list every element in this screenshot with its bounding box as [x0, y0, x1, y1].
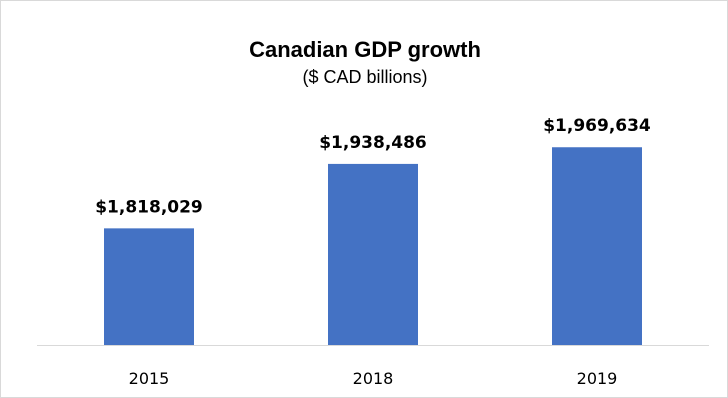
data-label-2018: $1,938,486 [319, 133, 427, 153]
labels-layer: $1,818,029 $1,938,486 $1,969,634 [95, 116, 651, 217]
data-label-2015: $1,818,029 [95, 197, 203, 217]
bars-layer [104, 147, 642, 345]
bar-2015 [104, 228, 194, 345]
bar-2019 [552, 147, 642, 345]
chart-subtitle: ($ CAD billions) [302, 67, 427, 87]
data-label-2019: $1,969,634 [543, 116, 651, 136]
bar-2018 [328, 163, 418, 345]
x-tick-label-2019: 2019 [577, 369, 618, 388]
x-tick-label-2018: 2018 [353, 369, 394, 388]
chart-title: Canadian GDP growth [249, 37, 481, 62]
x-tick-label-2015: 2015 [129, 369, 170, 388]
x-tick-labels: 2015 2018 2019 [129, 369, 618, 388]
